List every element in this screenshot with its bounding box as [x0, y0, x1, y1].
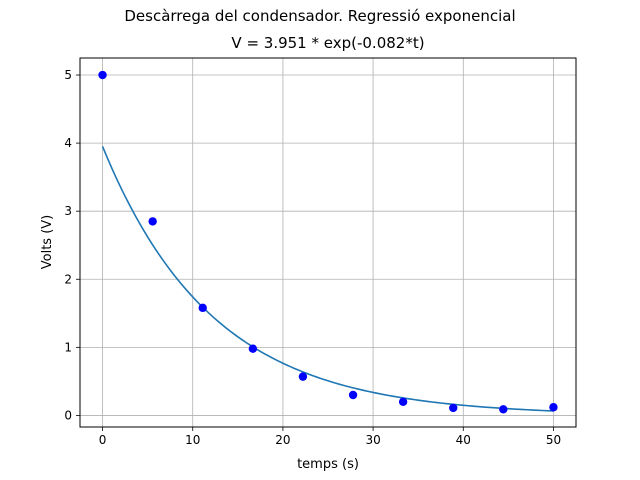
data-point — [98, 70, 107, 80]
y-axis-label: Volts (V) — [40, 215, 55, 270]
data-point — [298, 372, 308, 381]
chart-title: V = 3.951 * exp(-0.082*t) — [231, 34, 425, 52]
data-point — [499, 405, 508, 414]
data-point — [348, 390, 358, 400]
data-point — [248, 344, 258, 353]
grid — [80, 58, 576, 427]
axis-ticks: 0 10 20 30 40 50 0 1 2 3 4 5 — [64, 68, 561, 447]
data-point — [148, 217, 157, 226]
y-tick-label: 5 — [64, 68, 72, 82]
y-tick-label: 3 — [64, 204, 72, 218]
data-point — [398, 397, 408, 407]
data-point — [198, 303, 207, 313]
x-tick-label: 10 — [185, 433, 200, 447]
data-point — [549, 403, 558, 412]
plot-frame — [79, 57, 577, 428]
x-axis-label: temps (s) — [297, 457, 359, 472]
x-tick-label: 40 — [456, 433, 471, 447]
fit-curve-line — [101, 146, 554, 412]
y-tick-label: 2 — [64, 272, 72, 286]
y-tick-label: 1 — [64, 340, 72, 354]
data-point — [449, 403, 458, 413]
x-tick-label: 50 — [546, 433, 561, 447]
x-tick-label: 20 — [275, 433, 290, 447]
fit-curve-layer — [101, 146, 554, 412]
figure-suptitle: Descàrrega del condensador. Regressió ex… — [124, 7, 516, 25]
x-tick-label: 0 — [99, 433, 107, 447]
y-tick-label: 4 — [64, 136, 72, 150]
data-points-layer — [98, 70, 558, 414]
y-tick-label: 0 — [64, 408, 72, 422]
x-tick-label: 30 — [365, 433, 380, 447]
